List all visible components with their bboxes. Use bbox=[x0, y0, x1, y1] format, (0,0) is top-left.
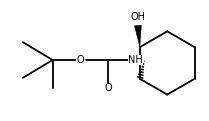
Text: NH: NH bbox=[128, 55, 143, 65]
Polygon shape bbox=[134, 25, 141, 47]
Text: O: O bbox=[76, 55, 84, 65]
Text: OH: OH bbox=[130, 12, 145, 23]
Text: O: O bbox=[104, 83, 112, 93]
